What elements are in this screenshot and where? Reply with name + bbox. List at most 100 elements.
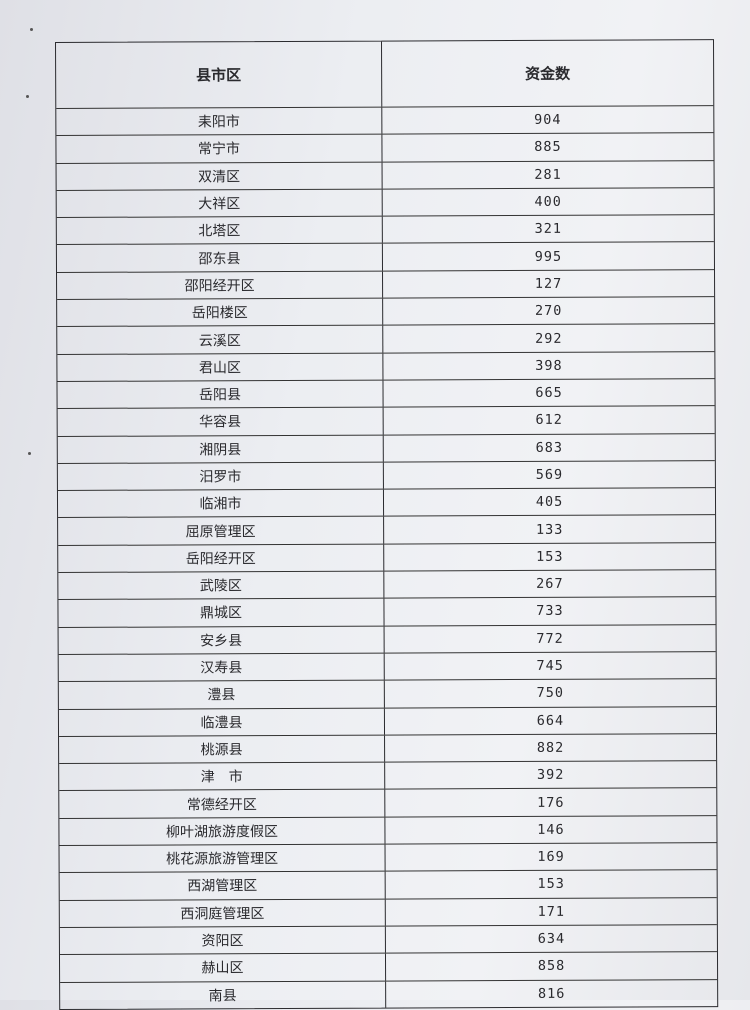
funds-value-cell: 321	[534, 221, 563, 238]
table-row: 资阳区 634	[59, 924, 717, 955]
table-row: 耒阳市 904	[56, 105, 714, 136]
county-name-cell: 汉寿县	[58, 653, 385, 682]
county-name-cell: 君山区	[57, 353, 384, 381]
county-name-cell: 资阳区	[59, 926, 386, 955]
table-row: 临澧县 664	[58, 705, 717, 736]
table-row: 岳阳经开区 153	[58, 541, 716, 573]
funds-value-cell: 664	[536, 712, 565, 729]
funds-value-cell: 772	[536, 630, 564, 647]
funds-value-cell: 270	[534, 303, 563, 320]
table-row: 大祥区 400	[56, 187, 714, 218]
table-row: 邵东县 995	[56, 241, 714, 272]
table-row: 岳阳楼区 270	[57, 296, 715, 327]
county-name-cell: 鼎城区	[58, 598, 385, 627]
county-name-cell: 屈原管理区	[58, 517, 385, 545]
county-name-cell: 临澧县	[58, 708, 386, 736]
table-row: 华容县 612	[57, 405, 715, 436]
funds-value-cell: 169	[537, 848, 565, 866]
table-row: 君山区 398	[57, 350, 715, 381]
paper-speck	[28, 452, 31, 455]
table-row: 津 市 392	[59, 760, 717, 791]
county-name-cell: 常宁市	[56, 134, 383, 163]
county-name-cell: 常德经开区	[59, 789, 386, 818]
county-name-cell: 澧县	[58, 680, 385, 709]
table-row: 安乡县 772	[58, 623, 716, 654]
table-row: 湘阴县 683	[57, 432, 715, 463]
county-name-cell: 西湖管理区	[59, 871, 386, 900]
funds-value-cell: 176	[537, 794, 565, 811]
paper-speck	[26, 95, 29, 98]
county-name-cell: 邵东县	[56, 244, 383, 272]
county-name-cell: 云溪区	[57, 325, 384, 354]
county-name-cell: 西洞庭管理区	[59, 899, 386, 927]
table-row: 赫山区 858	[59, 951, 718, 982]
paper-speck	[30, 28, 33, 31]
county-name-cell: 北塔区	[56, 216, 383, 245]
funds-value-cell: 665	[535, 384, 563, 402]
table-row: 南县 816	[60, 978, 718, 1009]
funds-value-cell: 904	[534, 111, 562, 129]
county-name-cell: 桃花源旅游管理区	[59, 844, 386, 873]
funds-value-cell: 281	[534, 166, 562, 183]
county-name-cell: 南县	[60, 981, 387, 1009]
county-name-cell: 岳阳县	[57, 380, 384, 409]
county-name-cell: 安乡县	[58, 626, 385, 654]
county-name-cell: 桃源县	[59, 735, 386, 764]
county-name-cell: 汨罗市	[57, 462, 384, 491]
funds-value-cell: 569	[535, 466, 564, 483]
funds-value-cell: 153	[536, 548, 564, 565]
table-row: 柳叶湖旅游度假区 146	[59, 814, 717, 846]
county-name-cell: 大祥区	[56, 189, 383, 218]
funds-value-cell: 267	[536, 575, 564, 593]
table-row: 西洞庭管理区 171	[59, 896, 717, 927]
funds-value-cell: 127	[534, 275, 563, 292]
county-name-cell: 临湘市	[57, 489, 385, 518]
funds-value-cell: 400	[534, 193, 562, 210]
table-row: 汨罗市 569	[57, 459, 715, 491]
county-name-cell: 双清区	[56, 162, 383, 190]
table-row: 云溪区 292	[57, 323, 715, 354]
funds-value-cell: 745	[536, 657, 564, 674]
table-row: 澧县 750	[58, 678, 716, 709]
header-county: 县市区	[56, 41, 383, 108]
funds-value-cell: 858	[537, 958, 566, 975]
table-row: 屈原管理区 133	[58, 514, 716, 545]
funds-value-cell: 292	[535, 330, 563, 347]
funds-value-cell: 750	[536, 685, 565, 702]
county-name-cell: 柳叶湖旅游度假区	[59, 817, 386, 846]
funds-value-cell: 882	[536, 739, 565, 756]
funds-value-cell: 398	[535, 357, 563, 374]
funds-value-cell: 733	[536, 603, 564, 620]
funds-value-cell: 392	[536, 767, 565, 784]
funds-value-cell: 405	[535, 494, 564, 511]
county-name-cell: 华容县	[57, 407, 384, 436]
county-name-cell: 耒阳市	[56, 107, 383, 136]
funds-value-cell: 612	[535, 412, 563, 429]
table-row: 常德经开区 176	[59, 787, 717, 818]
county-name-cell: 岳阳楼区	[57, 298, 384, 327]
table-row: 邵阳经开区 127	[57, 268, 715, 300]
table-row: 桃花源旅游管理区 169	[59, 842, 717, 873]
funds-value-cell: 816	[537, 985, 566, 1002]
county-name-cell: 武陵区	[58, 571, 385, 600]
table-row: 临湘市 405	[57, 487, 716, 518]
table-row: 鼎城区 733	[58, 596, 716, 627]
funds-value-cell: 171	[537, 903, 566, 920]
table-row: 双清区 281	[56, 159, 714, 190]
table-row: 汉寿县 745	[58, 651, 716, 682]
county-name-cell: 邵阳经开区	[57, 271, 384, 300]
table-row: 桃源县 882	[59, 732, 717, 764]
county-name-cell: 赫山区	[59, 953, 387, 982]
funds-value-cell: 634	[537, 930, 566, 947]
funds-value-cell: 153	[537, 876, 565, 893]
funds-value-cell: 995	[534, 248, 563, 265]
table-row: 武陵区 267	[58, 569, 716, 600]
funds-value-cell: 683	[535, 439, 563, 456]
funding-table: 县市区 资金数 耒阳市 904 常宁市 885 双清区 281 大祥区 400 北塔区 321 邵东…	[55, 39, 719, 1010]
county-name-cell: 湘阴县	[57, 435, 384, 463]
funds-value-cell: 133	[535, 521, 564, 538]
table-header-row: 县市区 资金数	[56, 40, 713, 108]
table-row: 岳阳县 665	[57, 378, 715, 409]
header-funds: 资金数	[525, 64, 571, 83]
table-row: 西湖管理区 153	[59, 869, 717, 900]
